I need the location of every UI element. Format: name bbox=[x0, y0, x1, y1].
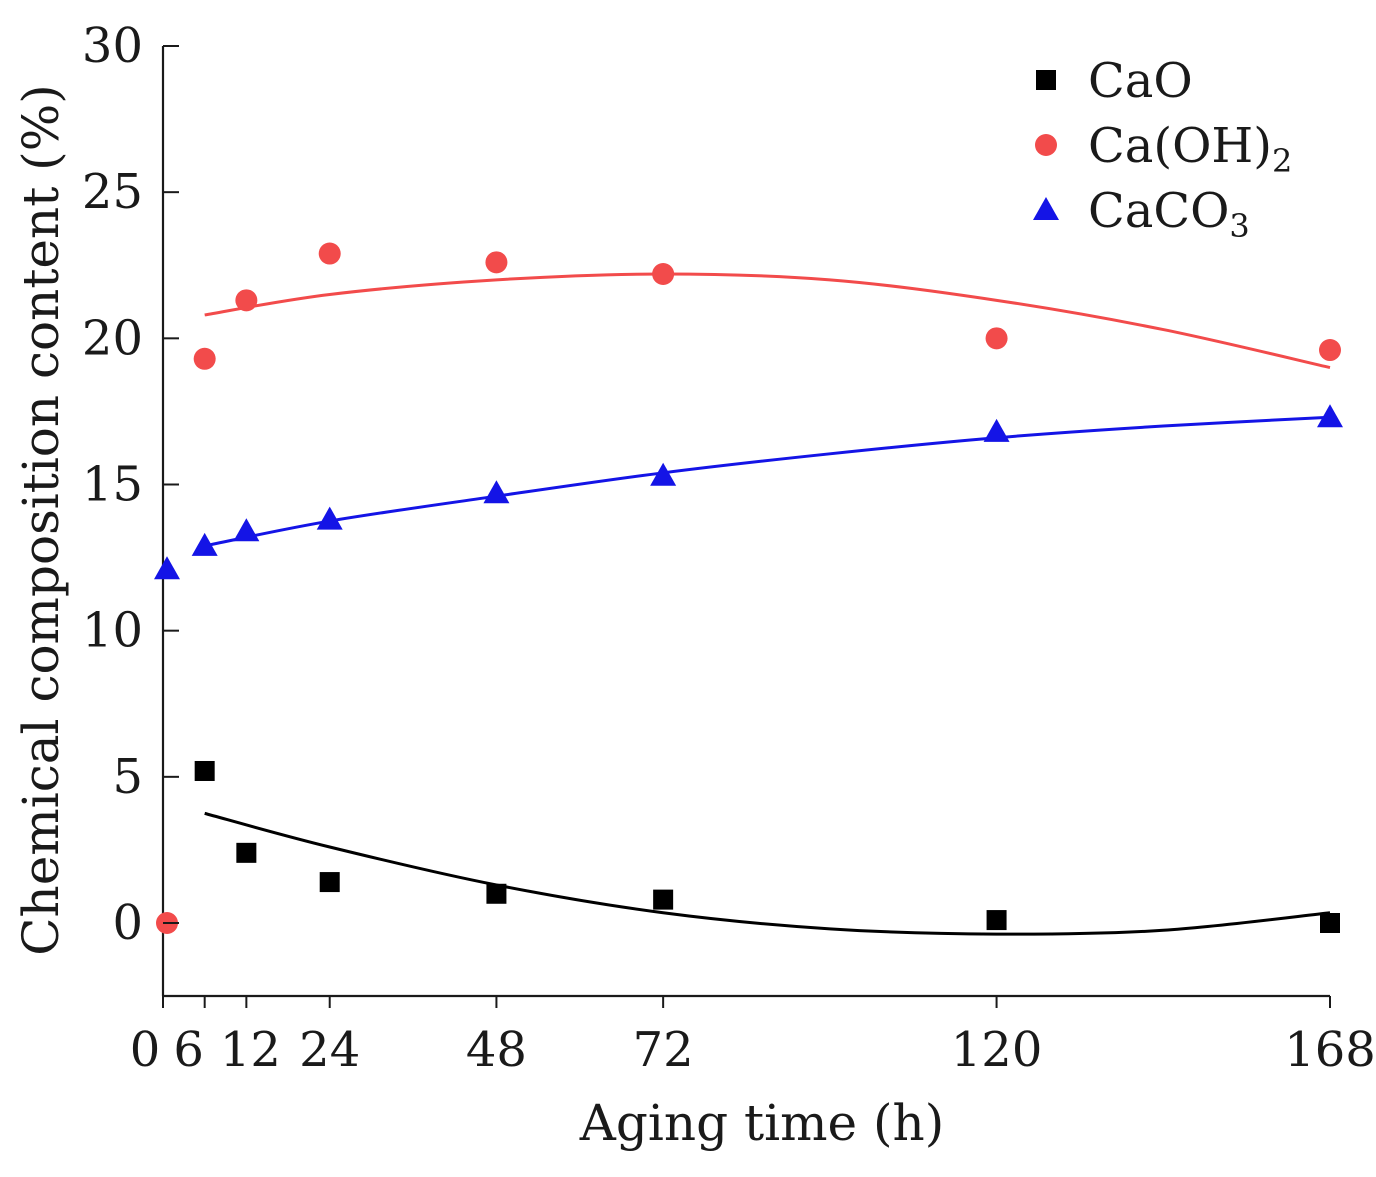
data-point-triangle bbox=[650, 462, 677, 486]
data-point-square bbox=[986, 910, 1007, 931]
legend-label: CaO bbox=[1088, 53, 1193, 109]
legend-marker-square bbox=[1036, 70, 1056, 90]
data-point-circle bbox=[485, 251, 508, 274]
data-point-square bbox=[319, 872, 340, 893]
axes bbox=[161, 46, 1330, 998]
legend-label: CaCO3 bbox=[1088, 183, 1250, 245]
legend-label: Ca(OH)2 bbox=[1088, 118, 1292, 180]
data-point-triangle bbox=[983, 418, 1010, 442]
data-point-triangle bbox=[316, 506, 343, 530]
data-point-square bbox=[1320, 913, 1340, 933]
x-tick-label: 24 bbox=[299, 1022, 360, 1078]
y-tick-label: 5 bbox=[112, 749, 143, 805]
x-tick-label: 0 bbox=[130, 1022, 161, 1078]
y-tick-label: 30 bbox=[82, 18, 143, 74]
fit-curve-circle bbox=[204, 272, 1331, 370]
data-point-triangle bbox=[154, 556, 180, 580]
data-point-circle bbox=[235, 289, 258, 312]
data-point-square bbox=[194, 760, 215, 781]
data-point-circle bbox=[1319, 339, 1341, 362]
data-markers bbox=[154, 242, 1343, 934]
data-point-triangle bbox=[233, 518, 260, 542]
y-tick-label: 15 bbox=[82, 457, 143, 513]
data-point-triangle bbox=[483, 480, 510, 504]
fit-curves bbox=[204, 272, 1331, 936]
x-axis-label: Aging time (h) bbox=[579, 1094, 944, 1152]
data-point-circle bbox=[318, 242, 341, 265]
data-point-triangle bbox=[191, 532, 218, 556]
y-tick-label: 0 bbox=[112, 895, 143, 951]
data-point-circle bbox=[652, 263, 675, 286]
fit-curve-triangle bbox=[204, 415, 1331, 548]
x-tick-label: 120 bbox=[951, 1022, 1043, 1078]
x-tick-label: 12 bbox=[220, 1022, 281, 1078]
x-tick-label: 72 bbox=[633, 1022, 694, 1078]
data-point-square bbox=[486, 883, 507, 904]
x-tick-label: 6 bbox=[173, 1022, 204, 1078]
y-tick-label: 20 bbox=[82, 310, 143, 366]
legend-marker-circle bbox=[1035, 134, 1057, 156]
fit-curve-square bbox=[204, 811, 1331, 936]
x-tick-label: 48 bbox=[466, 1022, 527, 1078]
data-point-circle bbox=[193, 347, 216, 370]
legend-marker-triangle bbox=[1033, 197, 1059, 220]
y-axis-label: Chemical composition content (%) bbox=[12, 84, 70, 955]
y-tick-label: 10 bbox=[82, 603, 143, 659]
data-point-square bbox=[236, 842, 257, 863]
data-point-square bbox=[653, 889, 674, 910]
data-point-triangle bbox=[1317, 404, 1343, 428]
y-tick-label: 25 bbox=[82, 164, 143, 220]
data-point-circle bbox=[985, 327, 1008, 350]
x-tick-label: 168 bbox=[1284, 1022, 1376, 1078]
